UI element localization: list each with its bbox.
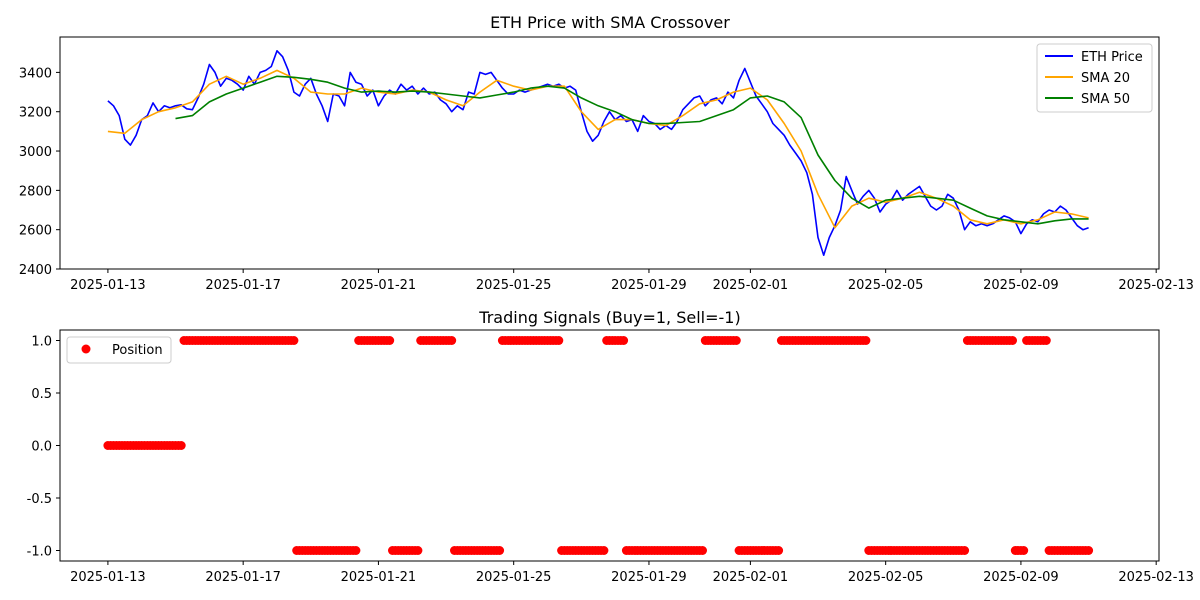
signals-y-tick-label: 0.5 (31, 387, 52, 402)
position-point (1019, 546, 1029, 555)
position-point (731, 336, 741, 345)
position-point (619, 336, 629, 345)
legend-sma-20-label: SMA 20 (1081, 71, 1130, 86)
price-y-tick-label: 3400 (19, 66, 52, 81)
signals-x-axis: 2025-01-13 2025-01-17 2025-01-21 2025-01-25… (70, 561, 1194, 585)
signals-y-tick-label: 0.0 (31, 440, 52, 455)
signals-x-tick-label: 2025-02-05 (848, 570, 924, 585)
signals-y-tick-label: -0.5 (27, 492, 52, 507)
signals-x-tick-label: 2025-01-25 (476, 570, 552, 585)
position-point (1008, 336, 1017, 345)
price-y-tick-label: 2400 (19, 263, 52, 278)
legend-sma-50-label: SMA 50 (1081, 92, 1130, 107)
price-x-tick-label: 2025-01-17 (205, 278, 281, 293)
price-x-tick-label: 2025-02-09 (983, 278, 1059, 293)
position-point (495, 546, 505, 555)
position-point (554, 336, 564, 345)
legend-position-swatch (81, 344, 91, 354)
signals-x-tick-label: 2025-01-13 (70, 570, 146, 585)
signals-x-tick-label: 2025-02-09 (983, 570, 1059, 585)
position-point (774, 546, 784, 555)
signals-chart-title: Trading Signals (Buy=1, Sell=-1) (478, 308, 740, 327)
price-y-tick-label: 2600 (19, 224, 52, 239)
signals-x-tick-label: 2025-01-21 (341, 570, 417, 585)
price-axes-frame (59, 36, 1160, 270)
price-y-axis: 2400 2600 2800 3000 3200 3400 (19, 66, 60, 278)
price-x-tick-label: 2025-01-25 (476, 278, 552, 293)
position-point (385, 336, 395, 345)
price-y-tick-label: 3000 (19, 145, 52, 160)
price-x-tick-label: 2025-01-29 (611, 278, 687, 293)
position-point (698, 546, 707, 555)
position-point (289, 336, 299, 345)
series-line-sma-20 (107, 69, 1089, 229)
position-point (861, 336, 871, 345)
price-x-tick-label: 2025-02-13 (1118, 278, 1194, 293)
signals-panel: Trading Signals (Buy=1, Sell=-1) 2025-01… (27, 308, 1194, 585)
legend-position-label: Position (112, 343, 163, 358)
position-point (599, 546, 609, 555)
signals-y-tick-label: -1.0 (27, 545, 52, 560)
price-x-tick-label: 2025-01-21 (341, 278, 417, 293)
price-x-axis: 2025-01-13 2025-01-17 2025-01-21 2025-01-25… (70, 269, 1194, 293)
price-panel: ETH Price with SMA Crossover 2025-01-13 2… (19, 13, 1194, 293)
signals-x-tick-label: 2025-01-29 (611, 570, 687, 585)
position-point (960, 546, 970, 555)
position-point (176, 441, 186, 450)
legend-eth-price-label: ETH Price (1081, 50, 1143, 65)
price-y-tick-label: 2800 (19, 184, 52, 199)
price-x-tick-label: 2025-02-01 (713, 278, 789, 293)
position-point (1041, 336, 1051, 345)
price-chart-title: ETH Price with SMA Crossover (490, 13, 730, 32)
price-legend: ETH Price SMA 20 SMA 50 (1036, 43, 1153, 113)
price-x-tick-label: 2025-01-13 (70, 278, 146, 293)
signals-x-tick-label: 2025-02-01 (713, 570, 789, 585)
signals-x-tick-label: 2025-02-13 (1118, 570, 1194, 585)
signals-plot-area (103, 336, 1094, 555)
position-point (351, 546, 361, 555)
position-point (447, 336, 457, 345)
signals-legend-box (66, 336, 172, 364)
price-x-tick-label: 2025-02-05 (848, 278, 924, 293)
signals-y-tick-label: 1.0 (31, 335, 52, 350)
signals-legend: Position (66, 336, 172, 364)
signals-y-axis: -1.0 -0.5 0.0 0.5 1.0 (27, 335, 60, 560)
price-legend-box (1036, 43, 1153, 113)
price-plot-area (107, 50, 1089, 256)
position-point (1084, 546, 1094, 555)
price-y-tick-label: 3200 (19, 106, 52, 121)
series-line-sma-50 (175, 75, 1089, 225)
signals-x-tick-label: 2025-01-17 (205, 570, 281, 585)
position-point (413, 546, 423, 555)
